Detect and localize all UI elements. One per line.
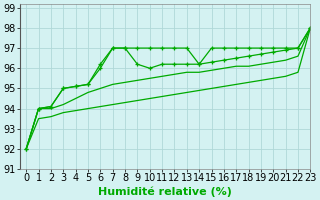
X-axis label: Humidité relative (%): Humidité relative (%) [98,186,232,197]
